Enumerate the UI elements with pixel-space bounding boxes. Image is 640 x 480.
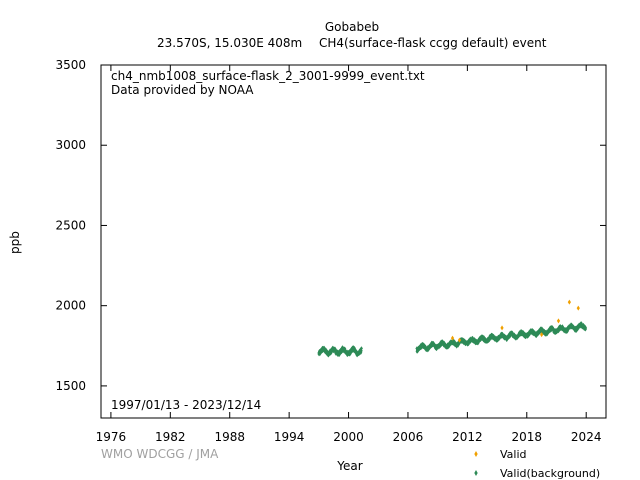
y-axis-label: ppb bbox=[8, 231, 22, 254]
legend-valid-label: Valid bbox=[500, 448, 527, 461]
valid-point bbox=[576, 305, 580, 311]
file-annotation: ch4_nmb1008_surface-flask_2_3001-9999_ev… bbox=[111, 69, 425, 83]
y-tick-label: 2500 bbox=[55, 218, 86, 232]
valid-point bbox=[450, 335, 455, 341]
valid-point bbox=[457, 337, 462, 343]
y-axis: 1500 2000 2500 3000 3500 bbox=[55, 58, 606, 393]
chart-dataset-title: CH4(surface-flask ccgg default) event bbox=[319, 36, 547, 50]
x-tick-label: 2012 bbox=[452, 430, 483, 444]
x-tick-label: 2024 bbox=[571, 430, 602, 444]
valid-point bbox=[540, 332, 544, 338]
background-point bbox=[359, 346, 363, 351]
valid-point bbox=[556, 318, 561, 324]
legend: Valid Valid(background) bbox=[474, 448, 600, 480]
chart-location-title: 23.570S, 15.030E 408m bbox=[157, 36, 303, 50]
x-tick-label: 1982 bbox=[155, 430, 186, 444]
legend-background-label: Valid(background) bbox=[500, 467, 600, 480]
x-axis-label: Year bbox=[337, 459, 363, 473]
valid-point bbox=[500, 325, 504, 331]
x-tick-label: 2000 bbox=[333, 430, 364, 444]
x-tick-label: 1976 bbox=[96, 430, 127, 444]
y-tick-label: 3000 bbox=[55, 138, 86, 152]
plot-frame bbox=[100, 64, 607, 419]
y-tick-label: 2000 bbox=[55, 299, 86, 313]
legend-valid-marker bbox=[474, 451, 478, 457]
chart-station-title: Gobabeb bbox=[324, 20, 380, 34]
x-tick-label: 1988 bbox=[214, 430, 245, 444]
background-point bbox=[584, 325, 588, 331]
x-tick-label: 2018 bbox=[512, 430, 543, 444]
legend-background-marker bbox=[474, 470, 478, 476]
x-tick-label: 2006 bbox=[393, 430, 424, 444]
y-tick-label: 1500 bbox=[55, 379, 86, 393]
data-points bbox=[317, 299, 588, 358]
period-annotation: 1997/01/13 - 2023/12/14 bbox=[111, 398, 262, 412]
y-tick-label: 3500 bbox=[55, 58, 86, 72]
valid-point bbox=[567, 299, 571, 305]
x-tick-label: 1994 bbox=[274, 430, 305, 444]
x-axis: 1976 1982 1988 1994 2000 2006 2012 2018 2024 bbox=[96, 65, 602, 444]
provider-annotation: Data provided by NOAA bbox=[111, 83, 254, 97]
watermark: WMO WDCGG / JMA bbox=[101, 447, 219, 461]
